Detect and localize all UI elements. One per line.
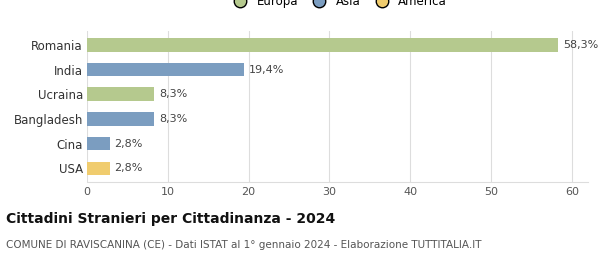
Text: 2,8%: 2,8% [115,139,143,149]
Text: Cittadini Stranieri per Cittadinanza - 2024: Cittadini Stranieri per Cittadinanza - 2… [6,212,335,226]
Text: COMUNE DI RAVISCANINA (CE) - Dati ISTAT al 1° gennaio 2024 - Elaborazione TUTTIT: COMUNE DI RAVISCANINA (CE) - Dati ISTAT … [6,240,482,250]
Bar [87,161,110,175]
Bar [87,87,154,101]
Text: 8,3%: 8,3% [159,114,187,124]
Bar [87,63,244,76]
Text: 58,3%: 58,3% [563,40,598,50]
Text: 19,4%: 19,4% [248,64,284,75]
Bar [87,112,154,126]
Legend: Europa, Asia, America: Europa, Asia, America [228,0,447,8]
Text: 8,3%: 8,3% [159,89,187,99]
Text: 2,8%: 2,8% [115,163,143,173]
Bar [87,137,110,151]
Bar [87,38,558,52]
